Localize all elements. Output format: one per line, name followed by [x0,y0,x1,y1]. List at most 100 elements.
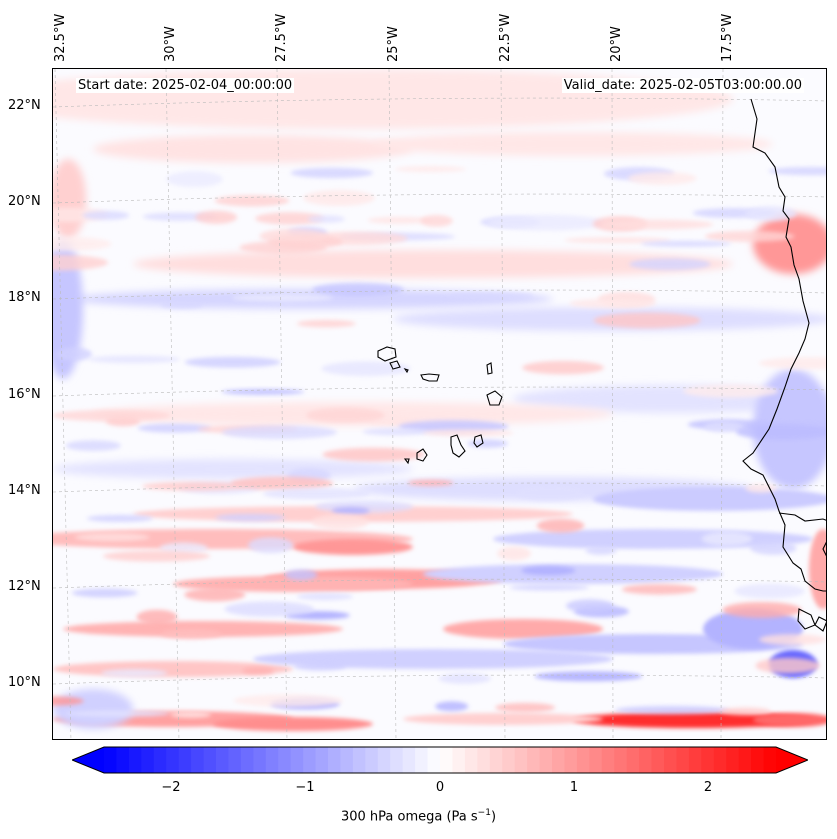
island-fogo [416,448,428,462]
colorbar-cells [72,747,808,773]
colorbar-cell [253,747,267,773]
omega-small-streak [435,701,469,712]
omega-field-map [53,69,826,739]
colorbar-cell [688,747,702,773]
parallel-line [53,289,826,300]
parallel-line [53,97,826,108]
omega-small-streak [701,531,753,546]
omega-streak [573,712,813,728]
colorbar-cell [614,747,628,773]
omega-streak [593,487,826,511]
omega-small-streak [195,210,238,224]
omega-small-streak [184,356,281,368]
africa-coastline [742,98,826,592]
meridian-line [165,69,180,739]
lat-label-18n: 18°N [8,290,41,305]
omega-small-streak [307,215,345,223]
omega-small-streak [312,282,404,297]
parallel-line [53,674,826,685]
map-panel[interactable] [52,68,827,740]
colorbar-cell [738,747,752,773]
omega-small-streak [422,429,514,437]
colorbar-cell [552,747,565,773]
parallel-line [53,578,826,589]
omega-small-streak [160,628,222,640]
colorbar-cell [701,747,715,773]
omega-small-streak [255,212,325,225]
omega-streak [403,713,603,725]
parallel-line [53,193,826,204]
omega-small-streak [302,190,376,206]
omega-small-streak [682,384,779,398]
colorbar-cell [713,747,727,773]
omega-small-streak [284,569,318,581]
omega-streak [753,713,826,727]
colorbar-outline [72,746,808,774]
colorbar-cell [664,747,677,773]
colorbar-cell [377,747,391,773]
omega-streak [443,619,603,639]
guinea-coast [822,541,826,557]
omega-small-streak [621,584,697,595]
omega-small-streak [184,588,246,602]
colorbar-cell [203,747,217,773]
omega-small-streak [487,214,606,231]
gambia-outline [778,512,826,522]
colorbar-cell [440,747,453,773]
omega-small-streak [224,601,315,617]
omega-small-streak [521,565,576,576]
omega-small-streak [735,424,826,440]
omega-small-streak [53,254,109,271]
colorbar-cell [527,747,541,773]
omega-small-streak [241,667,275,675]
omega-small-streak [311,514,369,530]
omega-streak [53,159,86,239]
colorbar-cell [278,747,292,773]
omega-small-streak [615,705,729,715]
omega-small-streak [233,694,344,707]
meridian-line [720,69,724,739]
omega-small-streak [65,710,170,717]
lon-label-30w: 30°W [163,26,178,62]
graticule [53,69,826,739]
parallel-line [53,482,826,493]
omega-small-streak [734,583,805,599]
lon-label-22-5w: 22.5°W [498,13,513,62]
lat-label-10n: 10°N [8,675,41,690]
omega-small-streak [585,546,617,555]
omega-small-streak [536,518,585,533]
colorbar-cell [676,747,690,773]
lon-label-17-5w: 17.5°W [720,13,735,62]
colorbar-cell [390,747,404,773]
colorbar-cell [415,747,429,773]
meridian-line [500,69,506,739]
omega-small-streak [74,532,150,542]
colorbar-title: 300 hPa omega (Pa s−1) [0,808,837,824]
omega-small-streak [166,171,223,188]
colorbar-cell [178,747,192,773]
omega-small-streak [262,487,371,500]
omega-small-streak [367,216,432,224]
island-brava [403,458,410,465]
omega-small-streak [569,298,657,309]
omega-small-streak [53,696,84,706]
omega-small-streak [322,447,425,462]
colorbar-cell [651,747,665,773]
omega-small-streak [516,485,585,501]
omega-streak [253,649,613,669]
omega-small-streak [331,506,370,515]
omega-small-streak [467,439,508,448]
omega-small-streak [768,166,826,176]
island-boa-vista [486,390,503,406]
lon-label-32-5w: 32.5°W [53,13,68,62]
start-date-label: Start date: 2025-02-04_00:00:00 [76,78,295,93]
omega-small-streak [215,513,286,522]
meridian-line [388,69,397,739]
omega-small-streak [438,673,491,684]
colorbar-cell [303,747,317,773]
omega-small-streak [142,481,248,491]
colorbar-cell [290,747,304,773]
colorbar-title-sup: −1 [477,808,491,818]
colorbar-tick-1: 1 [569,780,579,795]
omega-small-streak [239,240,328,255]
